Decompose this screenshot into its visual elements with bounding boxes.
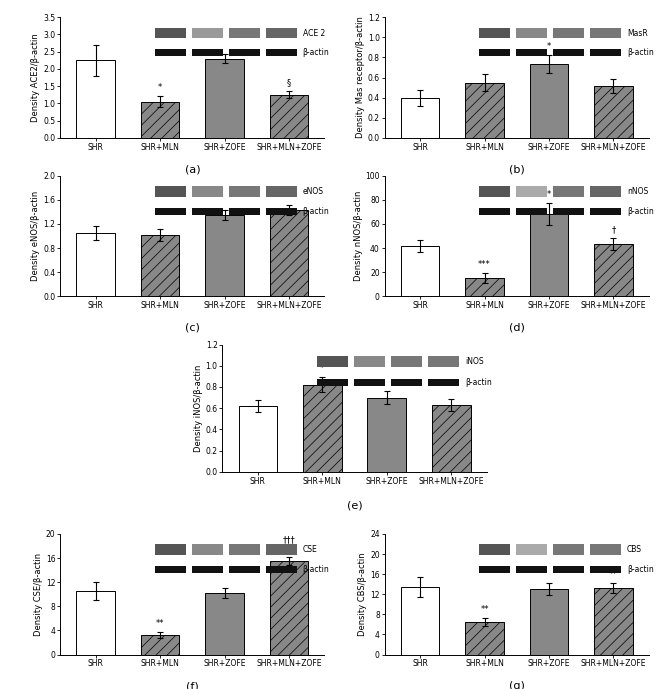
Y-axis label: Density Mas receptor/β-actin: Density Mas receptor/β-actin — [356, 17, 365, 138]
Text: *: * — [158, 83, 163, 92]
Bar — [205, 215, 244, 296]
Bar — [530, 214, 569, 296]
Text: **: ** — [480, 605, 489, 614]
Bar — [465, 622, 504, 655]
Bar — [530, 589, 569, 655]
Bar — [270, 561, 308, 655]
Bar — [140, 235, 179, 296]
Bar — [76, 60, 115, 138]
Text: §: § — [287, 78, 291, 87]
Text: (a): (a) — [185, 165, 200, 174]
Text: **: ** — [609, 570, 617, 579]
Bar — [530, 65, 569, 138]
Bar — [432, 405, 470, 472]
Text: *: * — [547, 190, 551, 199]
Y-axis label: Density nNOS/β-actin: Density nNOS/β-actin — [353, 191, 363, 281]
Text: †††
§§§: ††† §§§ — [282, 535, 296, 553]
Text: (g): (g) — [509, 681, 524, 689]
Bar — [76, 233, 115, 296]
Bar — [367, 398, 406, 472]
Bar — [270, 94, 308, 138]
Text: *: * — [547, 42, 551, 51]
Bar — [239, 406, 277, 472]
Text: †: † — [611, 225, 615, 234]
Y-axis label: Density CBS/β-actin: Density CBS/β-actin — [359, 553, 367, 636]
Text: (c): (c) — [185, 322, 200, 333]
Bar — [465, 83, 504, 138]
Bar — [303, 385, 342, 472]
Bar — [205, 593, 244, 655]
Bar — [401, 245, 440, 296]
Text: *: * — [287, 192, 291, 201]
Bar — [270, 210, 308, 296]
Text: *: * — [320, 364, 324, 373]
Bar — [594, 85, 633, 138]
Bar — [594, 245, 633, 296]
Y-axis label: Density CSE/β-actin: Density CSE/β-actin — [34, 553, 43, 636]
Bar — [140, 101, 179, 138]
Text: **: ** — [156, 619, 165, 628]
Bar — [401, 98, 440, 138]
Y-axis label: Density iNOS/β-actin: Density iNOS/β-actin — [194, 364, 203, 452]
Text: (e): (e) — [347, 500, 363, 510]
Bar — [594, 588, 633, 655]
Y-axis label: Density eNOS/β-actin: Density eNOS/β-actin — [31, 191, 40, 281]
Text: (d): (d) — [509, 322, 524, 333]
Text: (b): (b) — [509, 165, 524, 174]
Bar — [401, 587, 440, 655]
Text: (f): (f) — [186, 681, 199, 689]
Text: ***: *** — [478, 260, 491, 269]
Bar — [205, 59, 244, 138]
Bar — [465, 278, 504, 296]
Y-axis label: Density ACE2/β-actin: Density ACE2/β-actin — [31, 33, 40, 122]
Bar — [140, 635, 179, 655]
Bar — [76, 591, 115, 655]
